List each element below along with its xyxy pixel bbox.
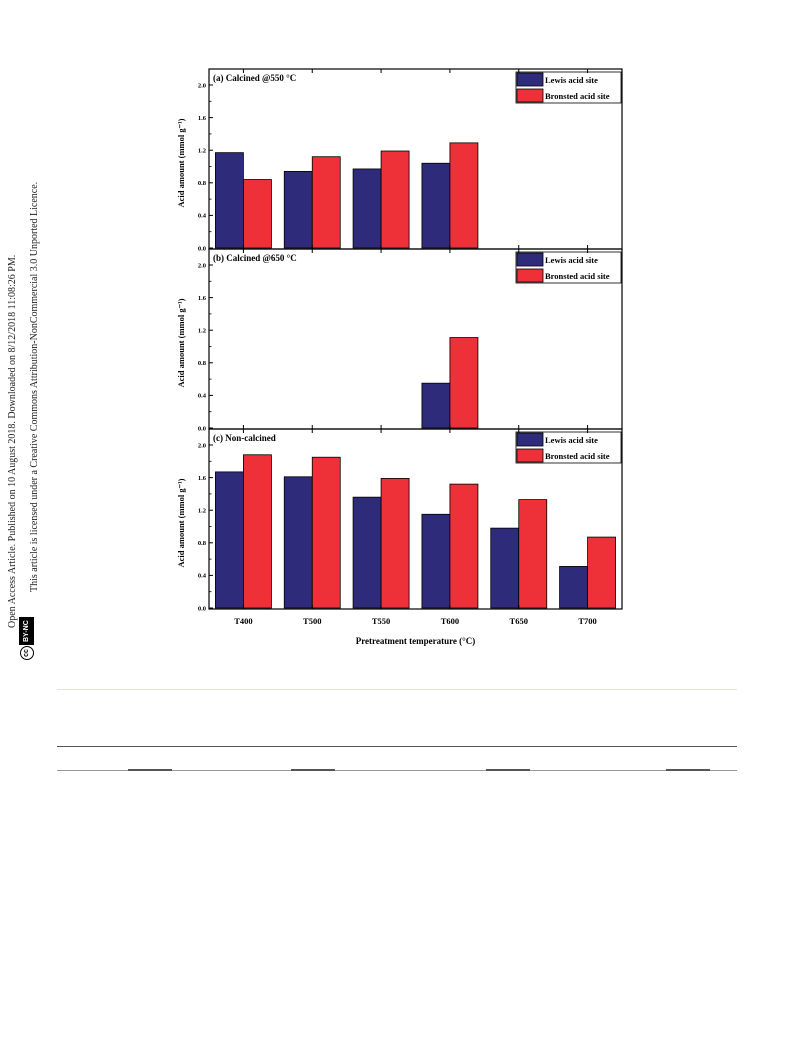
bar-bronsted-t600 bbox=[449, 337, 479, 429]
y-tick-label: 1.6 bbox=[198, 475, 207, 482]
y-tick-label: 2.0 bbox=[198, 442, 206, 449]
panel-title: (b) Calcined @650 °C bbox=[213, 253, 297, 263]
y-tick-label: 0.4 bbox=[198, 213, 207, 220]
legend-label-lewis: Lewis acid site bbox=[545, 255, 598, 265]
y-tick-label: 1.6 bbox=[198, 295, 207, 302]
x-tick-label-t550: T550 bbox=[372, 616, 390, 626]
bar-lewis-t400 bbox=[215, 152, 244, 249]
legend: Lewis acid site Bronsted acid site bbox=[515, 431, 622, 464]
legend-label-bronsted: Bronsted acid site bbox=[545, 91, 610, 101]
bar-lewis-t400 bbox=[215, 471, 244, 609]
legend-swatch-lewis bbox=[516, 432, 544, 447]
y-axis-label: Acid amount (mmol g⁻¹) bbox=[176, 478, 186, 567]
y-axis-label: Acid amount (mmol g⁻¹) bbox=[176, 118, 186, 207]
legend-label-lewis: Lewis acid site bbox=[545, 435, 598, 445]
legend: Lewis acid site Bronsted acid site bbox=[515, 71, 622, 104]
panel-frame bbox=[208, 428, 623, 610]
legend-swatch-bronsted bbox=[516, 448, 544, 463]
y-axis-label: Acid amount (mmol g⁻¹) bbox=[176, 298, 186, 387]
y-tick-label: 1.2 bbox=[198, 328, 206, 335]
legend-swatch-lewis bbox=[516, 72, 544, 87]
table-top-rule bbox=[57, 746, 737, 747]
legend-border bbox=[515, 71, 622, 104]
y-tick-label: 0.8 bbox=[198, 360, 207, 367]
legend-border bbox=[515, 431, 622, 464]
y-tick-label: 0.4 bbox=[198, 573, 207, 580]
table-column-stub bbox=[486, 769, 530, 771]
bar-bronsted-t600 bbox=[449, 483, 479, 609]
x-axis-label: Pretreatment temperature (°C) bbox=[356, 636, 476, 646]
bar-bronsted-t400 bbox=[243, 454, 272, 609]
bar-lewis-t550 bbox=[352, 496, 382, 609]
bar-lewis-t600 bbox=[421, 513, 451, 609]
legend-swatch-lewis bbox=[516, 252, 544, 267]
bar-lewis-t500 bbox=[283, 170, 313, 249]
table-column-stub bbox=[128, 769, 172, 771]
bar-lewis-t600 bbox=[421, 162, 451, 249]
bar-lewis-t600 bbox=[421, 382, 451, 429]
bar-bronsted-t600 bbox=[449, 142, 479, 249]
y-tick-label: 0.0 bbox=[198, 605, 206, 612]
chart-panel-1: 0.0 0.4 0.8 1.2 1.6 2.0 (a) Calcined @550 °C Le… bbox=[176, 68, 623, 252]
x-tick-label-t400: T400 bbox=[234, 616, 252, 626]
y-tick-label: 0.0 bbox=[198, 245, 206, 252]
bar-bronsted-t550 bbox=[380, 150, 410, 249]
bar-lewis-t550 bbox=[352, 168, 382, 249]
bar-bronsted-t500 bbox=[311, 156, 341, 249]
y-tick-label: 0.8 bbox=[198, 180, 207, 187]
y-tick-label: 1.2 bbox=[198, 508, 206, 515]
bar-bronsted-t400 bbox=[243, 179, 272, 249]
chart-panel-2: 0.0 0.4 0.8 1.2 1.6 2.0 (b) Calcined @650 °C Le… bbox=[176, 248, 623, 432]
x-tick-label-t700: T700 bbox=[578, 616, 596, 626]
divider-line bbox=[57, 689, 737, 690]
y-tick-label: 1.2 bbox=[198, 148, 206, 155]
legend-label-lewis: Lewis acid site bbox=[545, 75, 598, 85]
table-header-rule bbox=[57, 770, 737, 771]
chart-panel-3: 0.0 0.4 0.8 1.2 1.6 2.0 (c) Non-calcined Lewis … bbox=[176, 428, 623, 612]
y-tick-label: 0.0 bbox=[198, 425, 206, 432]
legend-label-bronsted: Bronsted acid site bbox=[545, 271, 610, 281]
y-tick-label: 2.0 bbox=[198, 262, 206, 269]
legend-label-bronsted: Bronsted acid site bbox=[545, 451, 610, 461]
panel-title: (a) Calcined @550 °C bbox=[213, 73, 296, 83]
bar-bronsted-t700 bbox=[587, 536, 616, 609]
table-column-stub bbox=[291, 769, 335, 771]
bar-bronsted-t650 bbox=[518, 499, 548, 609]
y-tick-label: 0.8 bbox=[198, 540, 207, 547]
bar-bronsted-t550 bbox=[380, 478, 410, 609]
bar-lewis-t700 bbox=[559, 566, 588, 609]
x-tick-label-t500: T500 bbox=[303, 616, 321, 626]
bar-bronsted-t500 bbox=[311, 456, 341, 609]
y-tick-label: 0.4 bbox=[198, 393, 207, 400]
y-tick-label: 1.6 bbox=[198, 115, 207, 122]
legend-swatch-bronsted bbox=[516, 268, 544, 283]
panel-title: (c) Non-calcined bbox=[213, 433, 276, 443]
table-column-stub bbox=[666, 769, 710, 771]
legend: Lewis acid site Bronsted acid site bbox=[515, 251, 622, 284]
bar-lewis-t500 bbox=[283, 476, 313, 609]
legend-border bbox=[515, 251, 622, 284]
legend-swatch-bronsted bbox=[516, 88, 544, 103]
x-tick-label-t650: T650 bbox=[510, 616, 528, 626]
x-tick-label-t600: T600 bbox=[441, 616, 459, 626]
y-tick-label: 2.0 bbox=[198, 82, 206, 89]
bar-lewis-t650 bbox=[490, 527, 520, 609]
